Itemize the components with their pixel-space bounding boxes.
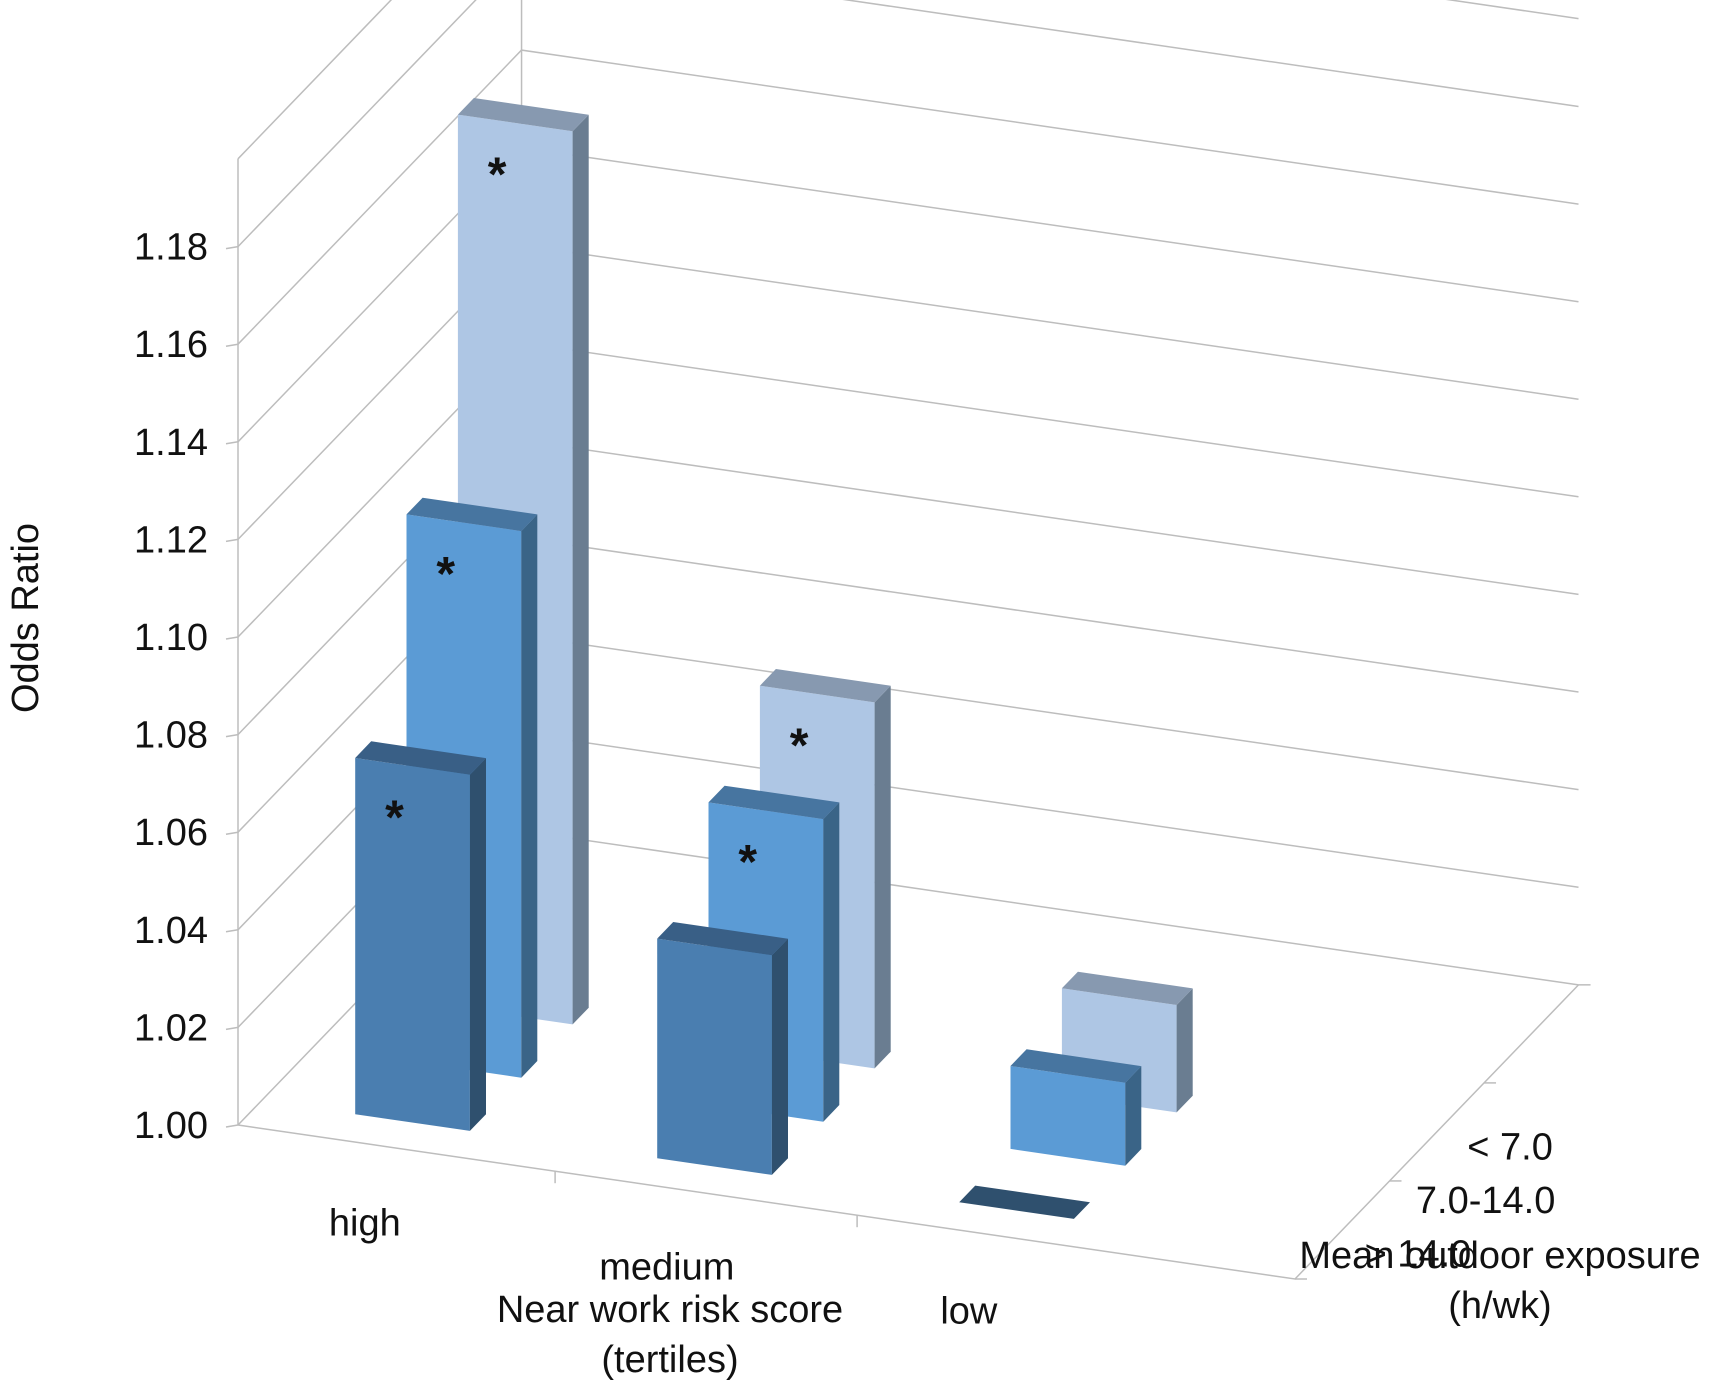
bar-side: [521, 514, 538, 1078]
bar: [959, 1185, 1090, 1219]
bar-top: [1061, 971, 1193, 1005]
x-axis-title: Near work risk score (tertiles): [497, 1289, 843, 1381]
y-tick-label: 1.10: [134, 617, 208, 659]
bar-top: [959, 1185, 1090, 1219]
bar-top: [457, 98, 589, 132]
bar-front: [355, 758, 470, 1131]
y-tick-label: 1.00: [134, 1105, 208, 1147]
x-category-label: high: [329, 1202, 401, 1244]
y-tick-label: 1.12: [134, 519, 208, 561]
y-tick-mark: [225, 636, 239, 640]
y-tick-mark: [225, 538, 239, 543]
gridline: [237, 244, 1579, 540]
depth-category-label: 7.0-14.0: [1416, 1180, 1555, 1222]
bar-top: [708, 785, 840, 820]
bar-top: [355, 741, 486, 775]
bar-side: [1125, 1066, 1142, 1166]
bar-side: [572, 114, 589, 1025]
depth-category-label: < 7.0: [1467, 1127, 1553, 1169]
bar-side: [1176, 988, 1193, 1113]
bar: [657, 922, 788, 1175]
y-tick-mark: [225, 245, 239, 250]
y-tick-mark: [225, 1026, 239, 1031]
gridline: [237, 146, 1579, 443]
significance-marker: *: [436, 548, 455, 601]
y-tick-label: 1.14: [134, 422, 208, 464]
bar-top: [406, 497, 538, 532]
y-tick-label: 1.08: [134, 715, 208, 757]
y-tick-mark: [225, 831, 239, 835]
y-tick-label: 1.18: [134, 227, 208, 269]
y-tick-mark: [225, 1124, 239, 1128]
bar-top: [1010, 1049, 1142, 1083]
bar-top: [657, 922, 788, 956]
bar-front: [1010, 1066, 1126, 1166]
significance-marker: *: [385, 792, 404, 845]
x-category-label: medium: [599, 1246, 734, 1288]
significance-marker: *: [738, 836, 757, 889]
bar-front: [657, 938, 772, 1175]
category-labels: high medium low > 14.0 7.0-14.0 < 7.0: [329, 1127, 1555, 1333]
gridline: [237, 0, 1579, 160]
significance-marker: *: [488, 148, 507, 201]
bar: *: [355, 741, 486, 1131]
bar-top: [759, 669, 891, 703]
bar-side: [874, 685, 891, 1069]
y-tick-label: 1.06: [134, 812, 208, 854]
y-axis-title: Odds Ratio: [5, 523, 47, 713]
y-tick-label: 1.02: [134, 1007, 208, 1049]
bar-side: [823, 802, 840, 1122]
x-category-label: low: [940, 1290, 998, 1332]
bar-side: [771, 938, 788, 1175]
significance-marker: *: [790, 719, 809, 772]
y-tick-labels: 1.00 1.02 1.04 1.06 1.08 1.10 1.12 1.14 1.16 1.18: [134, 227, 208, 1147]
y-tick-label: 1.04: [134, 910, 208, 952]
y-tick-mark: [225, 441, 239, 445]
y-tick-mark: [225, 343, 239, 347]
depth-axis-title: Mean outdoor exposure (h/wk): [1299, 1235, 1700, 1327]
gridline: [237, 0, 1579, 248]
gridline: [237, 49, 1579, 345]
y-tick-mark: [225, 929, 239, 933]
bar-side: [469, 758, 486, 1131]
y-tick-mark: [225, 733, 239, 738]
bar: [1010, 1049, 1142, 1166]
y-tick-label: 1.16: [134, 324, 208, 366]
bars: * * * * *: [355, 98, 1193, 1219]
depth-category-label: > 14.0: [1365, 1233, 1472, 1275]
